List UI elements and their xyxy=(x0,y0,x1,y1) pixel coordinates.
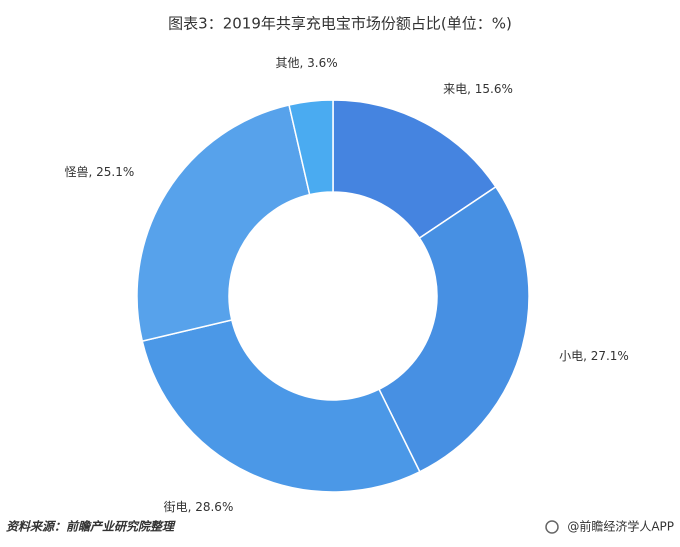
brand: @前瞻经济学人APP xyxy=(567,519,674,534)
donut-segment xyxy=(288,99,334,196)
data-label: 其他, 3.6% xyxy=(276,56,338,70)
donut-segment xyxy=(332,99,497,240)
data-label: 来电, 15.6% xyxy=(443,82,513,96)
donut-segment xyxy=(378,185,530,473)
donut-segment xyxy=(136,104,311,343)
data-label: 小电, 27.1% xyxy=(559,349,629,363)
data-label: 怪兽, 25.1% xyxy=(64,165,134,179)
source-note: 资料来源：前瞻产业研究院整理 xyxy=(6,520,176,534)
donut-segment xyxy=(141,319,421,493)
data-label: 街电, 28.6% xyxy=(164,500,234,514)
chart-title: 图表3：2019年共享充电宝市场份额占比(单位：%) xyxy=(168,15,512,33)
brand-icon xyxy=(545,520,559,534)
